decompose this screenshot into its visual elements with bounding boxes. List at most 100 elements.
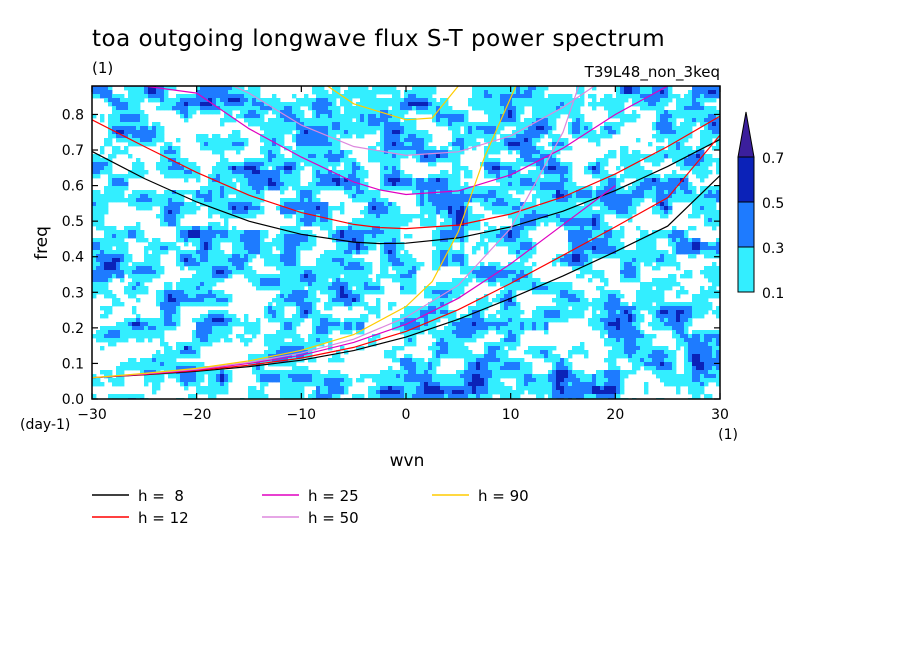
field-cell xyxy=(344,158,349,163)
field-cell xyxy=(176,146,181,151)
field-cell xyxy=(712,114,717,119)
field-cell xyxy=(568,162,573,167)
field-cell xyxy=(228,94,233,99)
field-cell xyxy=(164,90,169,95)
field-cell xyxy=(348,270,353,275)
field-cell xyxy=(244,206,249,211)
field-cell xyxy=(588,250,593,255)
field-cell xyxy=(232,206,237,211)
field-cell xyxy=(488,110,493,115)
field-cell xyxy=(288,210,293,215)
field-cell xyxy=(580,250,585,255)
field-cell xyxy=(544,218,549,223)
field-cell xyxy=(508,210,513,215)
field-cell xyxy=(420,194,425,199)
field-cell xyxy=(328,218,333,223)
field-cell xyxy=(200,242,205,247)
field-cell xyxy=(516,202,521,207)
field-cell xyxy=(160,130,165,135)
field-cell xyxy=(296,98,301,103)
field-cell xyxy=(468,170,473,175)
field-cell xyxy=(232,262,237,267)
field-cell xyxy=(476,214,481,219)
field-cell xyxy=(140,162,145,167)
field-cell xyxy=(620,266,625,271)
field-cell xyxy=(472,250,477,255)
field-cell xyxy=(160,138,165,143)
field-cell xyxy=(688,154,693,159)
field-cell xyxy=(220,206,225,211)
field-cell xyxy=(304,154,309,159)
field-cell xyxy=(336,114,341,119)
field-cell xyxy=(164,246,169,251)
field-cell xyxy=(712,266,717,271)
field-cell xyxy=(584,214,589,219)
field-cell xyxy=(384,162,389,167)
field-cell xyxy=(560,190,565,195)
field-cell xyxy=(584,194,589,199)
field-cell xyxy=(140,142,145,147)
field-cell xyxy=(340,206,345,211)
field-cell xyxy=(448,206,453,211)
field-cell xyxy=(668,190,673,195)
field-cell xyxy=(636,194,641,199)
field-cell xyxy=(316,110,321,115)
field-cell xyxy=(104,230,109,235)
field-cell xyxy=(124,242,129,247)
field-cell xyxy=(344,110,349,115)
field-cell xyxy=(232,226,237,231)
field-cell xyxy=(196,174,201,179)
field-cell xyxy=(560,162,565,167)
field-cell xyxy=(264,106,269,111)
field-cell xyxy=(116,262,121,267)
field-cell xyxy=(624,158,629,163)
field-cell xyxy=(412,266,417,271)
field-cell xyxy=(340,102,345,107)
field-cell xyxy=(640,250,645,255)
field-cell xyxy=(304,102,309,107)
field-cell xyxy=(376,218,381,223)
field-cell xyxy=(324,182,329,187)
field-cell xyxy=(344,114,349,119)
field-cell xyxy=(576,238,581,243)
field-cell xyxy=(372,218,377,223)
field-cell xyxy=(328,150,333,155)
field-cell xyxy=(632,190,637,195)
field-cell xyxy=(556,218,561,223)
field-cell xyxy=(640,166,645,171)
field-cell xyxy=(460,230,465,235)
field-cell xyxy=(108,262,113,267)
field-cell xyxy=(268,126,273,131)
field-cell xyxy=(312,186,317,191)
field-cell xyxy=(492,126,497,131)
field-cell xyxy=(132,90,137,95)
field-cell xyxy=(100,250,105,255)
field-cell xyxy=(480,238,485,243)
field-cell xyxy=(216,246,221,251)
field-cell xyxy=(296,190,301,195)
field-cell xyxy=(552,126,557,131)
field-cell xyxy=(652,186,657,191)
field-cell xyxy=(392,102,397,107)
field-cell xyxy=(208,230,213,235)
field-cell xyxy=(540,134,545,139)
field-cell xyxy=(368,270,373,275)
field-cell xyxy=(632,250,637,255)
field-cell xyxy=(188,206,193,211)
field-cell xyxy=(508,182,513,187)
field-cell xyxy=(700,170,705,175)
field-cell xyxy=(404,266,409,271)
field-cell xyxy=(624,258,629,263)
field-cell xyxy=(120,194,125,199)
field-cell xyxy=(384,214,389,219)
field-cell xyxy=(400,266,405,271)
field-cell xyxy=(296,214,301,219)
field-cell xyxy=(532,146,537,151)
field-cell xyxy=(384,130,389,135)
field-cell xyxy=(128,234,133,239)
field-cell xyxy=(660,258,665,263)
field-cell xyxy=(400,242,405,247)
field-cell xyxy=(528,242,533,247)
field-cell xyxy=(672,254,677,259)
field-cell xyxy=(624,90,629,95)
